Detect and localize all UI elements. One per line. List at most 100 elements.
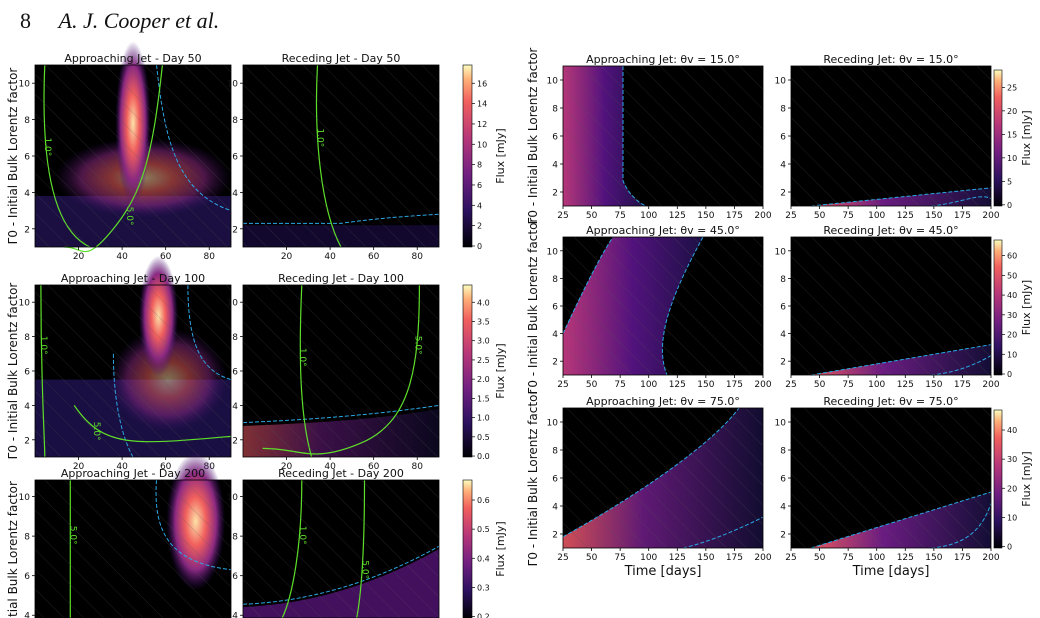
x-tick-label: 25 (557, 211, 568, 221)
x-tick-label: 50 (586, 553, 598, 563)
chart-title: Receding Jet - Day 50 (282, 52, 401, 65)
x-tick-label: 175 (954, 380, 971, 390)
chart-panel: Approaching Jet - Day 50 2 4 6 8 10 20 40 60 80 Γ0… (6, 41, 232, 262)
y-tick-label: 4 (780, 161, 786, 171)
contour-label: 5.0° (412, 336, 422, 355)
y-tick-label: 6 (24, 572, 30, 582)
y-tick-label: 4 (24, 402, 30, 412)
colorbar-tick-label: 4 (477, 201, 482, 210)
x-axis-label: Time [days] (624, 564, 702, 579)
contour-label: 5.0° (91, 422, 101, 441)
y-tick-label: 8 (552, 447, 558, 457)
colorbar-scale (462, 64, 473, 248)
x-tick-label: 175 (726, 380, 743, 390)
x-tick-label: 20 (73, 462, 85, 472)
x-tick-label: 40 (324, 252, 336, 262)
x-tick-label: 20 (73, 252, 85, 262)
colorbar-tick-label: 0.0 (477, 452, 490, 461)
colorbar-tick-label: 12 (477, 120, 487, 129)
y-tick-label: 2 (24, 436, 30, 446)
colorbar-tick-label: 2 (477, 222, 482, 231)
chart-panel: Receding Jet: θv = 45.0° 2 4 6 8 10 25 50 75 100 1… (775, 224, 1000, 390)
colorbar: 0 2 4 6 8 10 12 14 16 Flux [mJy] (462, 64, 507, 251)
plot-frame (34, 479, 232, 618)
colorbar-tick-label: 0 (1007, 370, 1012, 379)
y-tick-label: 10 (19, 493, 31, 503)
y-tick-label: 2 (24, 225, 30, 235)
colorbar: 0.0 0.5 1.0 1.5 2.0 2.5 3.0 3.5 4.0 Flux [mJy] (462, 284, 507, 461)
y-tick-label: 6 (232, 572, 238, 582)
contour-label: 1.0° (297, 348, 307, 367)
chart-title: Approaching Jet - Day 50 (64, 52, 201, 65)
colorbar-tick-label: 30 (1007, 311, 1017, 320)
colorbar-tick-label: 20 (1007, 107, 1017, 116)
x-tick-label: 25 (557, 380, 568, 390)
colorbar-tick-label: 0 (477, 242, 482, 251)
chart-title: Approaching Jet: θv = 15.0° (586, 53, 740, 66)
x-tick-label: 25 (557, 553, 568, 563)
colorbar-tick-label: 0.6 (477, 496, 490, 505)
x-tick-label: 125 (669, 553, 686, 563)
colorbar-tick-label: 20 (1007, 484, 1017, 493)
hatch-overlay (35, 480, 231, 618)
x-tick-label: 50 (586, 380, 598, 390)
y-tick-label: 10 (227, 80, 239, 90)
y-tick-label: 8 (232, 116, 238, 126)
x-tick-label: 75 (842, 211, 853, 221)
chart-panel: Receding Jet - Day 50 2 4 6 8 10 20 40 60 80 1.0° (227, 52, 440, 262)
plot-frame (242, 479, 440, 618)
x-tick-label: 80 (411, 252, 423, 262)
chart-panel: Receding Jet: θv = 15.0° 2 4 6 8 10 25 50 75 100 1… (775, 53, 1000, 221)
colorbar-tick-label: 3.5 (477, 317, 490, 326)
chart-title: Approaching Jet: θv = 45.0° (586, 224, 740, 237)
y-tick-label: 6 (780, 303, 786, 313)
y-tick-label: 10 (227, 299, 239, 309)
y-tick-label: 6 (780, 133, 786, 143)
y-tick-label: 10 (227, 493, 239, 503)
colorbar-label: Flux [mJy] (1020, 451, 1033, 506)
y-tick-label: 4 (780, 330, 786, 340)
chart-title: Receding Jet - Day 100 (278, 272, 404, 285)
colorbar-label: Flux [mJy] (494, 521, 507, 576)
x-tick-label: 125 (669, 211, 686, 221)
x-tick-label: 200 (982, 380, 999, 390)
y-tick-label: 4 (552, 161, 558, 171)
colorbar: 0 10 20 30 40 50 60 Flux [mJy] (993, 239, 1033, 379)
colorbar-tick-label: 15 (1007, 130, 1017, 139)
contour-label: 1.0° (314, 128, 324, 147)
x-tick-label: 150 (697, 380, 714, 390)
colorbar-tick-label: 0.5 (477, 525, 490, 534)
x-tick-label: 200 (754, 211, 771, 221)
chart-title: Receding Jet: θv = 75.0° (823, 395, 958, 408)
colorbar-tick-label: 16 (477, 79, 487, 88)
y-tick-label: 6 (552, 133, 558, 143)
y-tick-label: 8 (780, 275, 786, 285)
y-tick-label: 4 (24, 189, 30, 199)
x-tick-label: 125 (669, 380, 686, 390)
x-tick-label: 60 (160, 252, 172, 262)
colorbar-tick-label: 4.0 (477, 298, 490, 307)
y-tick-label: 10 (547, 247, 559, 257)
x-tick-label: 60 (368, 462, 380, 472)
hatch-overlay (35, 285, 231, 457)
x-tick-label: 75 (842, 553, 853, 563)
colorbar-tick-label: 30 (1007, 455, 1017, 464)
y-tick-label: 4 (232, 612, 238, 618)
colorbar-scale (462, 284, 473, 458)
colorbar-tick-label: 0 (1007, 543, 1012, 552)
x-tick-label: 125 (897, 553, 914, 563)
hatch-overlay (563, 237, 763, 375)
colorbar-tick-label: 0.2 (477, 613, 490, 618)
x-tick-label: 40 (324, 462, 336, 472)
y-tick-label: 8 (232, 333, 238, 343)
contour-label: 5.0° (360, 560, 370, 579)
colorbar-tick-label: 0.4 (477, 554, 490, 563)
hatch-overlay (243, 65, 439, 247)
colorbar-tick-label: 10 (1007, 154, 1017, 163)
colorbar-tick-label: 8 (477, 161, 482, 170)
colorbar-tick-label: 2.0 (477, 375, 490, 384)
y-tick-label: 4 (24, 612, 30, 618)
colorbar-tick-label: 40 (1007, 291, 1017, 300)
